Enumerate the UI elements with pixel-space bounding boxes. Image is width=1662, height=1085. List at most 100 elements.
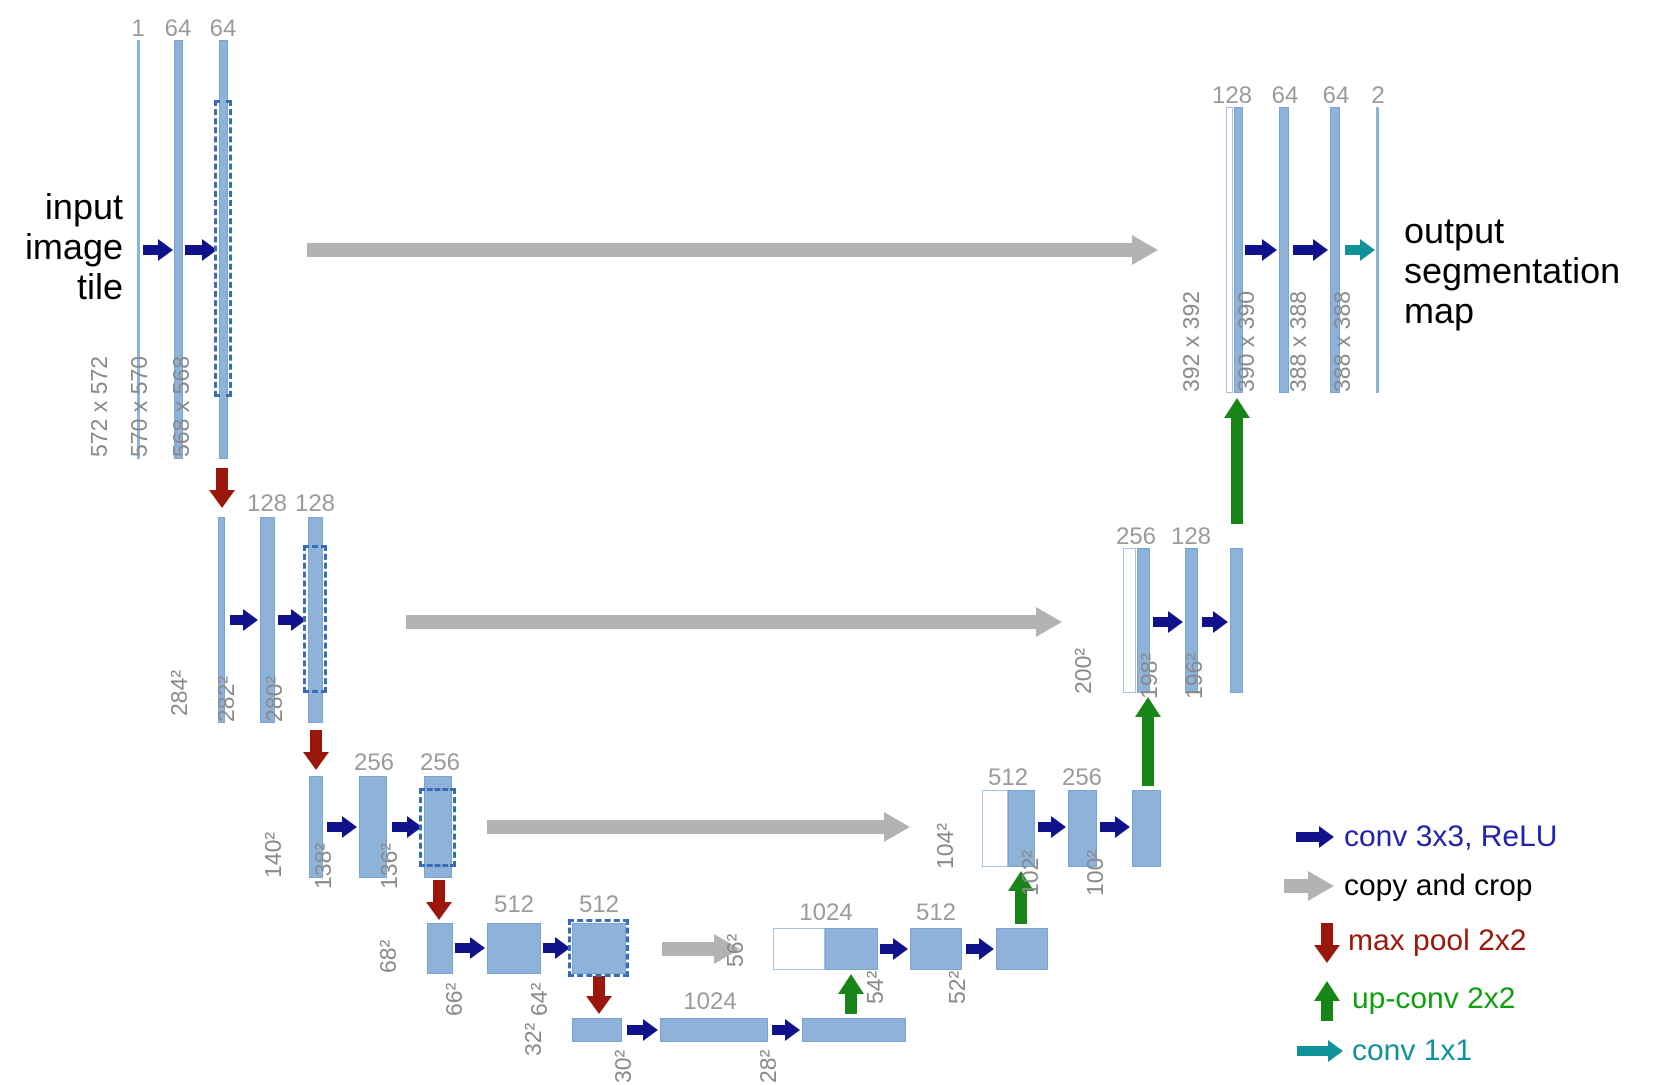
dimension-label: 56² (722, 933, 748, 967)
input-image-tile-label: input image tile (13, 187, 123, 307)
legend-conv3x3-arrow (1296, 826, 1334, 848)
channel-count-label: 1024 (799, 899, 853, 926)
feature-map-bar-upconv (982, 790, 1008, 867)
dimension-label: 140² (260, 831, 286, 878)
channel-count-label: 64 (209, 15, 237, 42)
copy-and-crop-arrow (487, 812, 910, 842)
conv-3x3-arrow (392, 816, 422, 838)
feature-map-bar (1185, 548, 1198, 693)
legend-copy-crop-label: copy and crop (1344, 869, 1533, 902)
conv-3x3-arrow (880, 938, 908, 960)
dimension-label: 282² (213, 675, 239, 722)
dimension-label: 54² (862, 970, 888, 1004)
conv-3x3-arrow (543, 937, 570, 959)
feature-map-bar (1132, 790, 1161, 867)
channel-count-label: 64 (1322, 82, 1350, 109)
dimension-label: 570 x 570 (126, 355, 152, 457)
feature-map-bar (910, 928, 962, 970)
conv-1x1-arrow (1345, 239, 1375, 261)
channel-count-label: 64 (164, 15, 192, 42)
channel-count-label: 512 (987, 764, 1029, 791)
channel-count-label: 512 (578, 891, 620, 918)
input-image-tile-label-line: input (44, 186, 123, 227)
channel-count-label: 128 (1170, 523, 1212, 550)
dimension-label: 68² (375, 939, 401, 973)
feature-map-bar-upconv (1226, 107, 1233, 393)
up-conv-arrow (1224, 398, 1250, 524)
up-conv-arrow (1008, 871, 1034, 924)
feature-map-bar (1376, 107, 1379, 393)
conv-3x3-arrow (1100, 816, 1130, 838)
crop-region-dashed-outline (214, 100, 232, 397)
feature-map-bar (1330, 107, 1340, 393)
conv-3x3-arrow (1153, 611, 1183, 633)
feature-map-bar (996, 928, 1048, 970)
dimension-label: 32² (520, 1022, 546, 1056)
feature-map-bar (427, 923, 453, 974)
dimension-label: 390 x 390 (1233, 290, 1259, 392)
feature-map-bar (218, 517, 225, 723)
channel-count-label: 128 (294, 490, 336, 517)
channel-count-label: 256 (353, 749, 395, 776)
crop-region-dashed-outline (568, 919, 629, 977)
dimension-label: 100² (1082, 849, 1108, 896)
up-conv-arrow (838, 974, 864, 1014)
dimension-label: 136² (376, 842, 402, 889)
output-segmentation-map-label: output segmentation map (1404, 211, 1654, 331)
legend-max-pool-arrow (1314, 923, 1340, 963)
dimension-label: 392 x 392 (1178, 290, 1204, 392)
max-pool-arrow (209, 468, 235, 508)
legend-conv1x1-arrow (1297, 1040, 1343, 1062)
dimension-label: 198² (1136, 652, 1162, 699)
dimension-label: 102² (1017, 849, 1043, 896)
dimension-label: 28² (755, 1049, 781, 1083)
feature-map-bar (359, 776, 387, 878)
channel-count-label: 1 (131, 15, 145, 42)
feature-map-bar (1137, 548, 1150, 693)
legend-up-conv-label: up-conv 2x2 (1352, 982, 1516, 1015)
channel-count-label: 64 (1271, 82, 1299, 109)
output-segmentation-map-label-line: map (1404, 290, 1475, 331)
dimension-label: 138² (310, 842, 336, 889)
output-segmentation-map-label-line: output (1404, 210, 1505, 251)
conv-3x3-arrow (327, 816, 357, 838)
dimension-label: 104² (932, 822, 958, 869)
input-image-tile-label-line: tile (76, 266, 123, 307)
legend-conv1x1-label: conv 1x1 (1352, 1034, 1473, 1067)
channel-count-label: 512 (915, 899, 957, 926)
channel-count-label: 128 (246, 490, 288, 517)
dimension-label: 572 x 572 (86, 355, 112, 457)
crop-region-dashed-outline (303, 545, 327, 693)
feature-map-bar (137, 40, 140, 459)
conv-3x3-arrow (278, 609, 306, 631)
feature-map-bar (1234, 107, 1243, 393)
conv-3x3-arrow (627, 1019, 658, 1041)
dimension-label: 30² (610, 1049, 636, 1083)
feature-map-bar (174, 40, 183, 459)
dimension-label: 64² (526, 982, 552, 1016)
conv-3x3-arrow (1293, 239, 1328, 261)
legend-up-conv-arrow (1314, 981, 1340, 1021)
feature-map-bar (487, 923, 541, 974)
conv-3x3-arrow (143, 239, 173, 261)
conv-3x3-arrow (966, 938, 994, 960)
feature-map-bar (1068, 790, 1097, 867)
crop-region-dashed-outline (419, 788, 456, 867)
dimension-label: 52² (944, 970, 970, 1004)
channel-count-label: 1024 (683, 988, 737, 1015)
feature-map-bar (424, 776, 452, 878)
legend-max-pool-label: max pool 2x2 (1348, 924, 1527, 957)
channel-count-label: 512 (493, 891, 535, 918)
conv-3x3-arrow (772, 1019, 800, 1041)
up-conv-arrow (1135, 697, 1161, 786)
channel-count-label: 256 (1061, 764, 1103, 791)
channel-count-label: 2 (1371, 82, 1385, 109)
feature-map-bar (260, 517, 275, 723)
feature-map-bar (308, 517, 323, 723)
max-pool-arrow (426, 880, 452, 920)
feature-map-bar-upconv (773, 928, 825, 970)
feature-map-bar (572, 923, 626, 974)
dimension-label: 280² (261, 675, 287, 722)
